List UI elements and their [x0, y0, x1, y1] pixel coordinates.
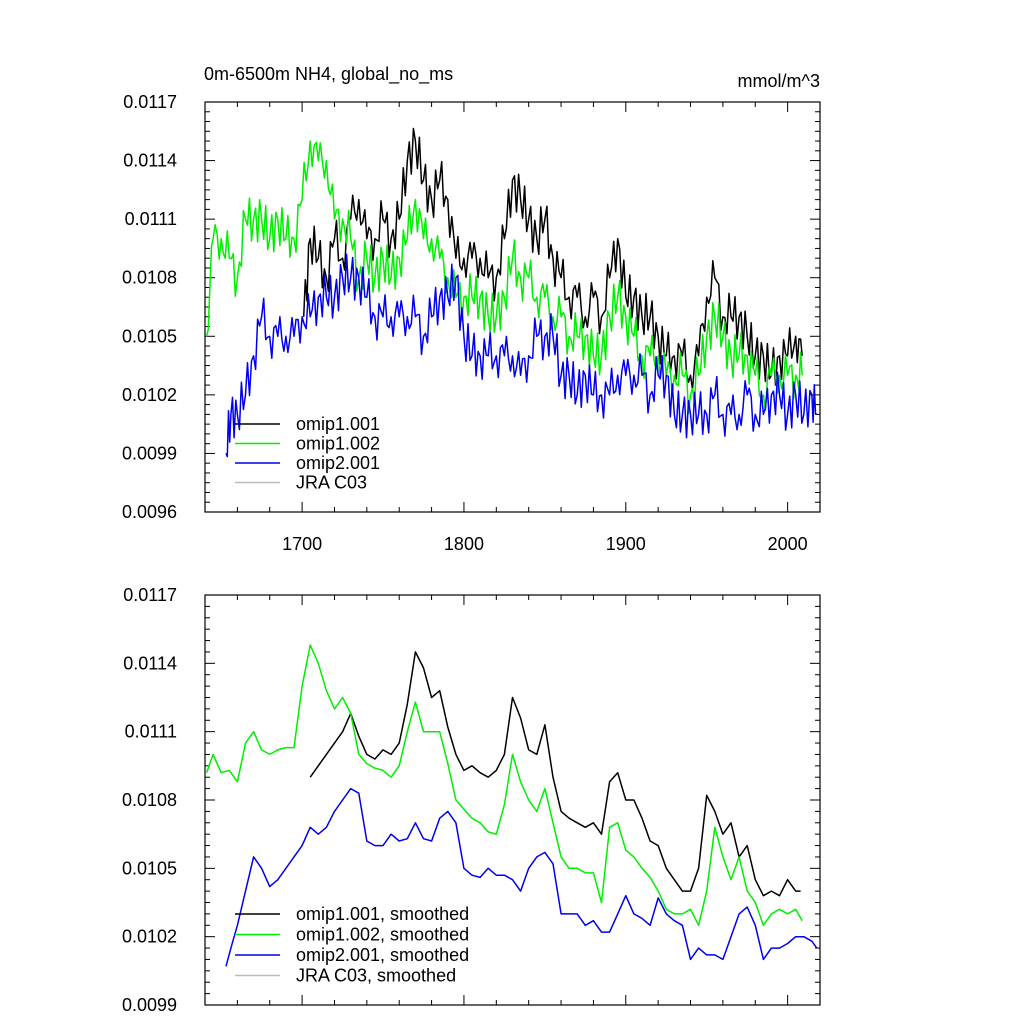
y-tick-label: 0.0105 — [122, 326, 177, 346]
legend-label: omip1.002 — [296, 434, 380, 454]
y-tick-label: 0.0111 — [125, 722, 177, 742]
y-tick-label: 0.0102 — [122, 927, 177, 947]
series-line — [225, 787, 818, 967]
legend-label: omip1.001, smoothed — [296, 904, 469, 924]
x-tick-label: 1700 — [282, 534, 322, 554]
units-label: mmol/m^3 — [738, 71, 820, 91]
legend-label: omip1.002, smoothed — [296, 925, 469, 945]
legend-label: omip1.001 — [296, 414, 380, 434]
y-tick-label: 0.0108 — [122, 268, 177, 288]
y-tick-label: 0.0099 — [122, 995, 177, 1015]
top-panel: 0m-6500m NH4, global_no_ms mmol/m^3 1700… — [122, 64, 821, 554]
series-line — [302, 127, 803, 391]
x-tick-label: 2000 — [768, 534, 808, 554]
legend-label: JRA C03 — [296, 473, 367, 493]
legend-label: omip2.001 — [296, 453, 380, 473]
series-line — [205, 644, 803, 927]
bottom-panel: 0.0099 0.0102 0.0105 0.0108 0.0111 0.0114 0.01… — [122, 585, 821, 1015]
legend-label: JRA C03, smoothed — [296, 966, 456, 986]
y-tick-label: 0.0099 — [122, 443, 177, 463]
y-tick-label: 0.0108 — [122, 790, 177, 810]
series-line — [205, 140, 803, 415]
y-tick-label: 0.0114 — [123, 653, 177, 673]
y-tick-label: 0.0111 — [125, 209, 177, 229]
y-tick-label: 0.0114 — [123, 151, 177, 171]
y-tick-label: 0.0117 — [123, 92, 177, 112]
y-tick-label: 0.0105 — [122, 858, 177, 878]
y-tick-label: 0.0102 — [122, 385, 177, 405]
y-tick-label: 0.0117 — [123, 585, 177, 605]
chart-title: 0m-6500m NH4, global_no_ms — [204, 64, 453, 85]
series-line — [309, 651, 801, 897]
legend-label: omip2.001, smoothed — [296, 945, 469, 965]
series-line — [225, 253, 818, 458]
x-tick-label: 1800 — [444, 534, 484, 554]
x-tick-label: 1900 — [606, 534, 646, 554]
y-tick-label: 0.0096 — [122, 502, 177, 522]
plot-frame — [204, 594, 821, 1006]
plot-frame — [204, 101, 821, 513]
